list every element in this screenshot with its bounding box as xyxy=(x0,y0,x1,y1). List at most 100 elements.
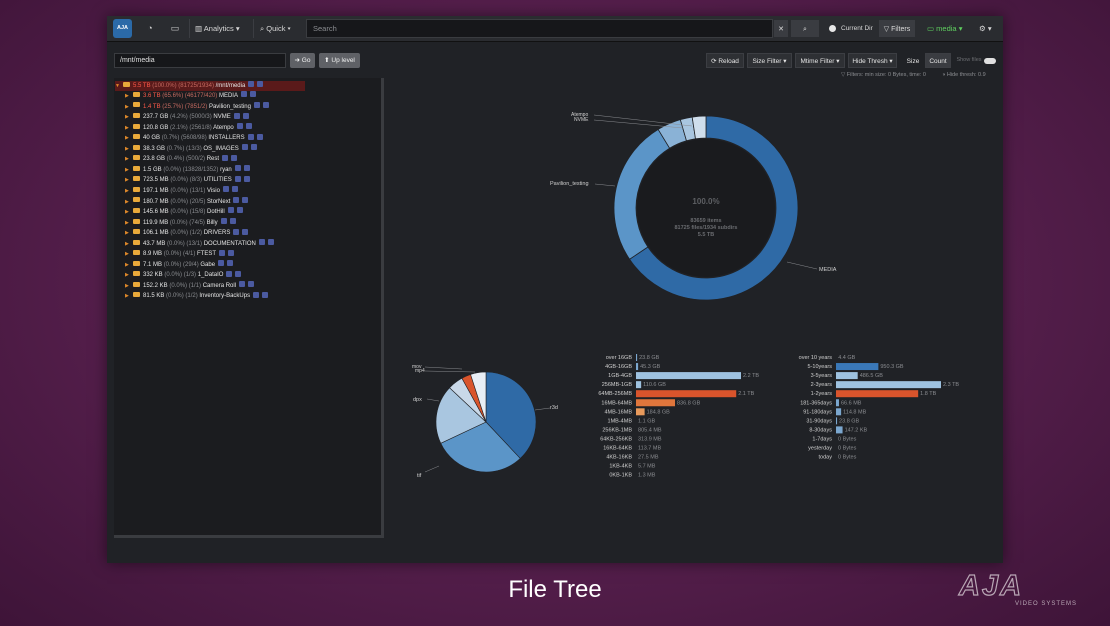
analytics-menu[interactable]: ▥ Analytics ▾ xyxy=(195,19,240,38)
tree-row[interactable]: ▶ 1.4 TB (25.7%) (7851/2) Pavilion_testin… xyxy=(125,101,269,112)
info-icon[interactable] xyxy=(249,91,256,98)
search-button[interactable]: ⌕ xyxy=(790,19,820,38)
info-icon[interactable] xyxy=(227,260,234,267)
path-input[interactable]: /mnt/media xyxy=(114,53,286,68)
info-icon[interactable] xyxy=(231,186,238,193)
expand-arrow-icon[interactable]: ▶ xyxy=(125,293,129,300)
tree-row[interactable]: ▶ 7.1 MB (0.0%) (29/4) Gabe xyxy=(125,260,234,270)
tree-row[interactable]: ▶ 106.1 MB (0.0%) (1/2) DRIVERS xyxy=(125,228,249,238)
pie-slice-tif[interactable] xyxy=(440,421,521,473)
bar-8-30days[interactable] xyxy=(836,426,843,434)
bar-4mb-16mb[interactable] xyxy=(636,408,645,416)
current-dir-toggle[interactable] xyxy=(829,25,836,32)
expand-arrow-icon[interactable]: ▶ xyxy=(125,145,129,152)
info-icon[interactable] xyxy=(242,196,249,203)
diskover-logo[interactable]: AJA xyxy=(113,19,132,38)
pie-slice-dpx[interactable] xyxy=(435,387,487,444)
search-icon[interactable] xyxy=(253,101,260,108)
expand-arrow-icon[interactable]: ▶ xyxy=(125,187,129,194)
search-icon[interactable] xyxy=(233,228,240,235)
bar-over-16gb[interactable] xyxy=(636,354,638,361)
bar-5-10years[interactable] xyxy=(836,363,879,371)
search-icon[interactable] xyxy=(234,165,241,172)
search-icon[interactable] xyxy=(248,81,255,88)
tree-row[interactable]: ▶ 723.5 MB (0.0%) (8/3) UTILITIES xyxy=(125,175,250,185)
info-icon[interactable] xyxy=(257,81,264,88)
info-icon[interactable] xyxy=(256,133,263,140)
search-icon[interactable] xyxy=(233,196,240,203)
info-icon[interactable] xyxy=(262,101,269,108)
tree-row[interactable]: ▶ 237.7 GB (4.2%) (5000/3) NVME xyxy=(125,112,249,122)
horizontal-scrollbar[interactable] xyxy=(114,535,384,538)
bar-31-90days[interactable] xyxy=(836,417,838,425)
tree-row[interactable]: ▶ 3.6 TB (65.6%) (46177/420) MEDIA xyxy=(125,91,256,101)
search-icon[interactable] xyxy=(220,218,227,225)
info-icon[interactable] xyxy=(262,291,269,298)
tree-row[interactable]: ▶ 40 GB (0.7%) (5608/98) INSTALLERS xyxy=(125,133,263,143)
tree-row[interactable]: ▶ 1.5 GB (0.0%) (13828/1352) ryan xyxy=(125,165,250,175)
dashboard-icon[interactable]: ◔ xyxy=(147,23,153,33)
donut-slice-other[interactable] xyxy=(691,115,707,140)
bar-4gb-16gb[interactable] xyxy=(636,363,639,371)
tree-row[interactable]: ▶ 8.9 MB (0.0%) (4/1) FTEST xyxy=(125,249,235,259)
bar-64mb-256mb[interactable] xyxy=(636,390,737,398)
expand-arrow-icon[interactable]: ▶ xyxy=(125,240,129,247)
search-icon[interactable] xyxy=(253,291,260,298)
folder-icon[interactable]: ▭ xyxy=(170,23,180,33)
tree-row[interactable]: ▶ 197.1 MB (0.0%) (13/1) Visio xyxy=(125,186,238,196)
tree-row[interactable]: ▶ 120.8 GB (2.1%) (2561/8) Atempo xyxy=(125,123,252,133)
info-icon[interactable] xyxy=(235,270,242,277)
search-icon[interactable] xyxy=(226,270,233,277)
search-input[interactable]: Search xyxy=(306,19,773,38)
donut-slice-media[interactable] xyxy=(629,115,799,301)
search-icon[interactable] xyxy=(218,260,225,267)
size-toggle[interactable]: Size xyxy=(902,53,924,68)
expand-arrow-icon[interactable]: ▶ xyxy=(125,156,129,163)
size-filter-button[interactable]: Size Filter ▾ xyxy=(747,53,792,68)
up-level-button[interactable]: ⬆ Up level xyxy=(319,53,360,68)
expand-arrow-icon[interactable]: ▶ xyxy=(125,251,129,258)
tree-row[interactable]: ▶ 38.3 GB (0.7%) (13/3) OS_IMAGES xyxy=(125,144,257,154)
hide-thresh-button[interactable]: Hide Thresh ▾ xyxy=(848,53,897,68)
info-icon[interactable] xyxy=(248,281,255,288)
tree-root-row[interactable]: ▼ 5.5 TB (100.0%) (81725/1934) /mnt/media xyxy=(115,81,305,91)
pie-slice-other[interactable] xyxy=(470,371,487,423)
tree-row[interactable]: ▶ 332 KB (0.0%) (1/3) 1_DataIO xyxy=(125,270,242,280)
expand-arrow-icon[interactable]: ▶ xyxy=(125,198,129,205)
info-icon[interactable] xyxy=(229,218,236,225)
bar-1-2years[interactable] xyxy=(836,390,919,398)
info-icon[interactable] xyxy=(267,239,274,246)
info-icon[interactable] xyxy=(250,144,257,151)
expand-arrow-icon[interactable]: ▶ xyxy=(125,124,129,131)
index-selector[interactable]: ▭ media ▾ xyxy=(927,24,963,33)
search-icon[interactable] xyxy=(247,133,254,140)
search-icon[interactable] xyxy=(227,207,234,214)
tree-row[interactable]: ▶ 43.7 MB (0.0%) (13/1) DOCUMENTATION xyxy=(125,239,274,249)
bar-3-5years[interactable] xyxy=(836,372,858,380)
expand-arrow-icon[interactable]: ▶ xyxy=(125,209,129,216)
info-icon[interactable] xyxy=(242,228,249,235)
search-icon[interactable] xyxy=(219,249,226,256)
count-toggle[interactable]: Count xyxy=(925,53,951,68)
search-icon[interactable] xyxy=(222,186,229,193)
go-button[interactable]: ➜ Go xyxy=(290,53,315,68)
filters-button[interactable]: ▽ Filters xyxy=(878,19,916,38)
tree-row[interactable]: ▶ 152.2 KB (0.0%) (1/1) Camera Roll xyxy=(125,281,255,291)
info-icon[interactable] xyxy=(245,123,252,130)
bar-181-365days[interactable] xyxy=(836,399,839,407)
bar-16mb-64mb[interactable] xyxy=(636,399,676,407)
search-icon[interactable] xyxy=(239,281,246,288)
clear-search-button[interactable]: ✕ xyxy=(773,19,789,38)
info-icon[interactable] xyxy=(242,112,249,119)
expand-arrow-icon[interactable]: ▶ xyxy=(125,166,129,173)
tree-row[interactable]: ▶ 145.6 MB (0.0%) (15/8) DotHill xyxy=(125,207,243,217)
info-icon[interactable] xyxy=(236,207,243,214)
bar-91-180days[interactable] xyxy=(836,408,842,416)
search-icon[interactable] xyxy=(236,123,243,130)
search-icon[interactable] xyxy=(233,112,240,119)
vertical-scrollbar[interactable] xyxy=(381,78,384,538)
bar-256mb-1gb[interactable] xyxy=(636,381,642,389)
tree-row[interactable]: ▶ 180.7 MB (0.0%) (20/5) StorNext xyxy=(125,196,249,207)
search-icon[interactable] xyxy=(234,175,241,182)
expand-arrow-icon[interactable]: ▶ xyxy=(125,177,129,184)
